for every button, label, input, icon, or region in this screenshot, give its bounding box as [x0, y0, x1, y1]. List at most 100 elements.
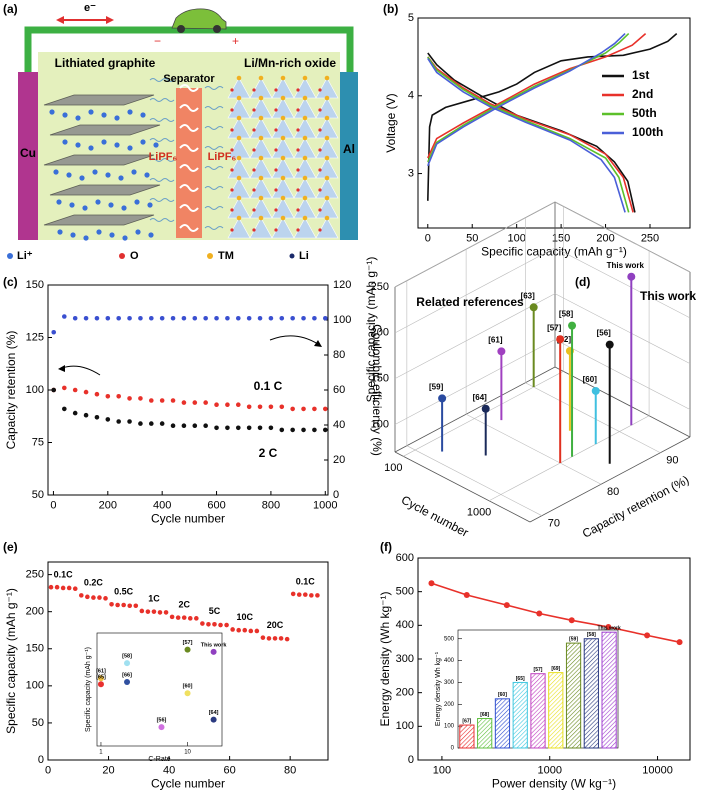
data-point: [225, 425, 230, 431]
separator-wave: [179, 204, 199, 212]
y-tick-label: 600: [396, 552, 414, 564]
bar: [459, 724, 475, 749]
separator-wave: [179, 124, 199, 132]
data-point: [214, 315, 219, 321]
x-tick-label: 1: [99, 749, 103, 755]
data-point: [85, 594, 90, 600]
data-point: [246, 425, 252, 431]
point-label: [64]: [209, 710, 219, 716]
panel-label: (b): [383, 2, 398, 16]
oxide-tile: [249, 217, 273, 239]
li-ion: [83, 235, 89, 241]
legend-label: TM: [218, 250, 234, 262]
grid-line: [554, 201, 691, 273]
plot-frame: [96, 632, 223, 747]
z-tick-label: 150: [371, 373, 389, 385]
x-tick-label: 60: [223, 764, 235, 776]
legend-label: 50th: [632, 106, 657, 120]
li-ion: [79, 175, 85, 181]
data-point: [97, 681, 104, 688]
y-tick-label: 75: [32, 436, 44, 448]
li-ion: [108, 202, 114, 208]
data-point: [184, 646, 191, 653]
tm-ion: [302, 195, 308, 201]
data-point: [124, 678, 131, 685]
plot-frame: [47, 561, 329, 761]
tm-ion: [302, 155, 308, 161]
y-tick-label: 500: [444, 636, 455, 642]
stem-head: [497, 347, 506, 356]
data-point: [181, 423, 187, 429]
cu-collector: [18, 72, 38, 240]
separator-wave: [179, 84, 199, 92]
z-axis-title: Specific capacity (mAh g⁻¹): [364, 257, 378, 403]
panel-label: (e): [3, 540, 18, 554]
data-point: [214, 425, 219, 431]
data-point: [97, 675, 104, 682]
x-tick-label: 0: [425, 232, 431, 244]
legend-dot: [119, 253, 125, 259]
wheel: [177, 25, 185, 33]
data-point: [158, 724, 165, 731]
y-tick-label: 200: [26, 606, 44, 618]
li-ion: [75, 142, 81, 148]
li-ion: [131, 169, 137, 175]
x-tick-label: 0: [50, 499, 56, 511]
o-ion: [230, 88, 234, 92]
electron-label: e⁻: [84, 2, 96, 14]
data-point: [72, 410, 78, 416]
car: [171, 8, 227, 30]
data-point: [676, 639, 683, 646]
li-ion: [144, 172, 150, 178]
panel-label: (d): [575, 275, 590, 289]
electrolyte-wave: [149, 78, 175, 82]
tm-ion: [258, 215, 264, 221]
o-ion: [274, 128, 278, 132]
data-point: [105, 315, 111, 321]
data-point: [138, 421, 143, 426]
bar: [530, 673, 546, 749]
data-point: [83, 389, 89, 395]
y-tick-label: 200: [396, 687, 414, 699]
o-ion: [252, 208, 256, 212]
legend-dot: [289, 253, 295, 259]
li-ion: [127, 145, 133, 151]
panel-label: (f): [380, 540, 392, 554]
arrow-head: [58, 365, 65, 372]
o-ion: [252, 228, 256, 232]
electrolyte-wave: [149, 98, 175, 102]
li-ion: [95, 199, 101, 205]
li-ion: [56, 199, 62, 205]
oxide-tile: [271, 217, 295, 239]
y-tick-label: 400: [444, 658, 455, 664]
rate-label: 20C: [267, 620, 284, 630]
al-collector: [340, 72, 358, 240]
data-point: [192, 315, 198, 321]
tm-ion: [236, 215, 242, 221]
y-tick-label: 0: [451, 746, 455, 752]
x-tick-label: 100: [384, 462, 402, 474]
data-point: [463, 592, 470, 599]
stem-head: [438, 394, 447, 403]
arrow: [61, 365, 101, 376]
tm-ion: [302, 175, 308, 181]
bar-category: [60]: [498, 692, 507, 698]
data-point: [97, 595, 102, 600]
electrolyte-wave: [149, 118, 175, 122]
electrolyte-wave: [204, 146, 224, 150]
y-tick-label: 4: [408, 90, 414, 102]
data-point: [568, 617, 575, 624]
data-point: [257, 404, 263, 410]
data-point: [206, 621, 211, 627]
legend-dot: [207, 253, 213, 259]
li-ion: [92, 169, 98, 175]
legend-label: 100th: [632, 125, 663, 139]
separator-wave: [179, 164, 199, 172]
y-tick-label: 300: [444, 680, 455, 686]
data-point: [268, 404, 274, 410]
data-point: [72, 586, 78, 591]
tm-ion: [236, 195, 242, 201]
graphene-sheet: [43, 214, 155, 226]
o-ion: [252, 108, 256, 112]
tm-ion: [236, 75, 242, 81]
